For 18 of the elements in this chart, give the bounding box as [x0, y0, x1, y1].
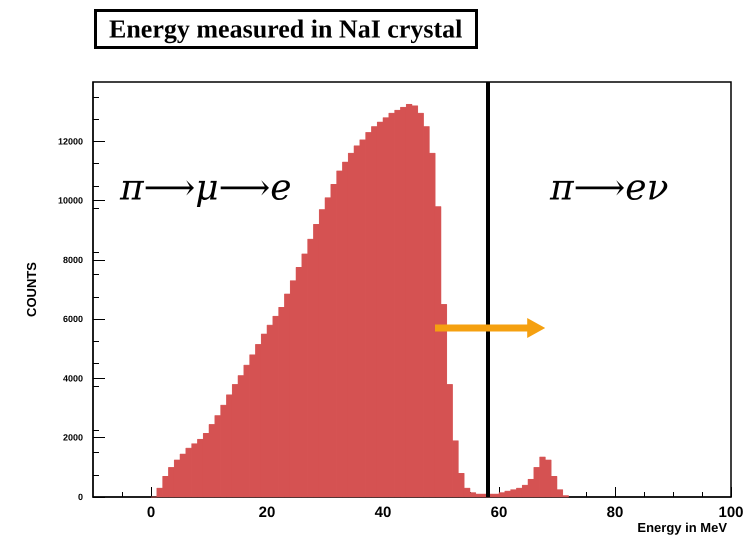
y-tick-label: 2000: [62, 432, 83, 443]
x-tick-label: 80: [606, 504, 624, 521]
x-axis-title: Energy in MeV: [637, 520, 728, 535]
y-tick-label: 4000: [62, 373, 83, 384]
chart-title: Energy measured in NaI crystal: [109, 14, 462, 44]
x-tick-label: 40: [374, 504, 392, 521]
y-tick-label: 12000: [58, 136, 83, 146]
x-tick-label: 0: [146, 504, 156, 521]
y-axis-title: COUNTS: [24, 262, 39, 317]
x-tick-label: 20: [258, 504, 276, 521]
x-tick-label: 60: [490, 504, 508, 521]
annotation: π⟶μ⟶e: [119, 168, 292, 208]
y-tick-label: 0: [78, 492, 83, 502]
x-tick-label: 100: [718, 504, 744, 521]
y-tick-label: 6000: [62, 314, 83, 324]
y-tick-label: 10000: [58, 196, 83, 206]
y-tick-label: 8000: [62, 254, 83, 265]
annotation: π⟶eν: [549, 168, 668, 208]
